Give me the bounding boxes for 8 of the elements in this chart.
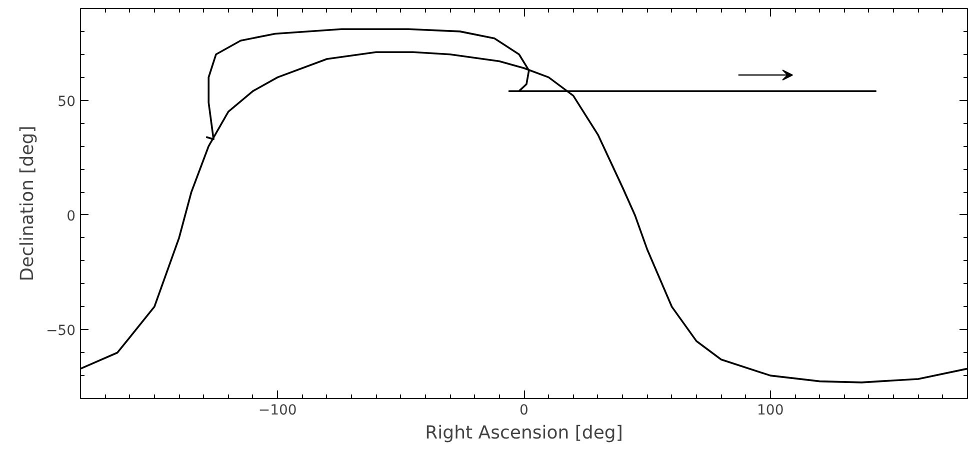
x-tick-label: 100	[757, 402, 784, 418]
x-axis-title: Right Ascension [deg]	[425, 422, 623, 444]
x-tick-label: −100	[258, 402, 297, 418]
x-tick-label: 0	[520, 402, 528, 418]
y-tick-label: 50	[58, 94, 76, 110]
y-axis-title: Declination [deg]	[16, 126, 38, 282]
y-tick-label: −50	[46, 323, 76, 340]
y-tick-label: 0	[66, 208, 76, 224]
